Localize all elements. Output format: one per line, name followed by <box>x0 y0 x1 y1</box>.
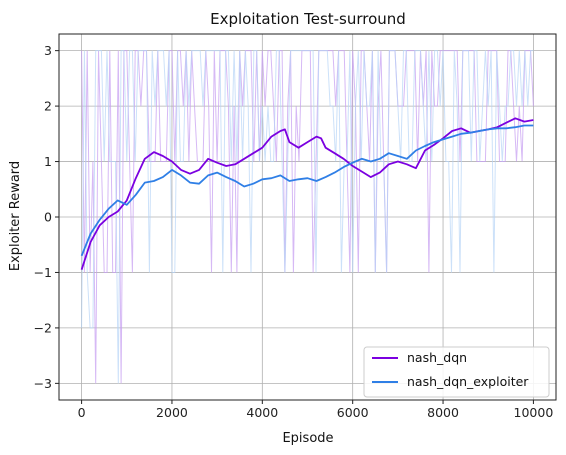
series-line-nash_dqn_exploiter <box>80 124 534 257</box>
x-axis-label: Episode <box>282 431 333 446</box>
raw-trace-nash_dqn_exploiter <box>81 50 534 384</box>
grid <box>59 34 556 400</box>
x-tick-label: 6000 <box>337 405 369 420</box>
y-tick-label: 2 <box>44 99 52 114</box>
chart-title: Exploitation Test-surround <box>210 10 406 28</box>
x-tick-label: 10000 <box>514 405 554 420</box>
x-tick-label: 2000 <box>156 405 188 420</box>
x-tick-label: 0 <box>78 405 86 420</box>
smoothed-lines <box>80 117 534 270</box>
series-line-nash_dqn <box>80 117 534 270</box>
y-tick-label: 1 <box>44 154 52 169</box>
x-tick-label: 8000 <box>427 405 459 420</box>
y-tick-label: −2 <box>34 320 52 335</box>
legend-label-nash-dqn: nash_dqn <box>407 350 467 365</box>
legend-box <box>363 346 550 398</box>
legend-label-nash-dqn-exploiter: nash_dqn_exploiter <box>407 374 529 389</box>
x-tick-label: 4000 <box>246 405 278 420</box>
ticks: 0 2000 4000 6000 8000 10000 −3 −2 −1 0 1 2 3 <box>34 43 554 420</box>
y-tick-label: −1 <box>34 265 52 280</box>
y-tick-label: −3 <box>34 376 52 391</box>
y-tick-label: 3 <box>44 43 52 58</box>
y-tick-label: 0 <box>44 210 52 225</box>
y-axis-label: Exploiter Reward <box>8 161 23 271</box>
raw-episode-rewards <box>81 50 534 384</box>
legend: nash_dqn nash_dqn_exploiter <box>363 346 550 398</box>
